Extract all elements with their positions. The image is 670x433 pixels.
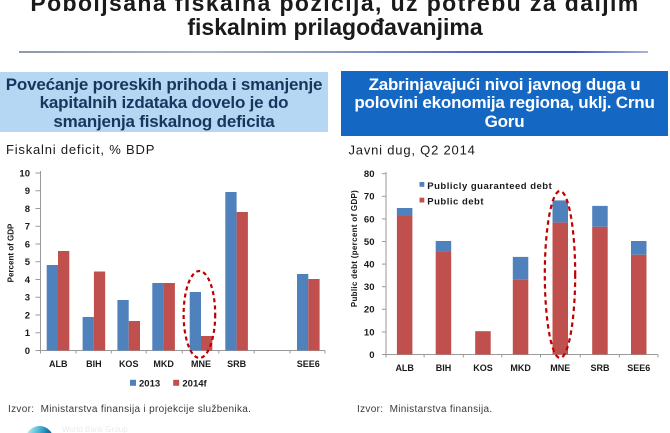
svg-text:Publicly guaranteed debt: Publicly guaranteed debt	[427, 181, 552, 192]
svg-text:3: 3	[25, 293, 30, 304]
svg-text:30: 30	[364, 282, 375, 293]
svg-text:Public debt: Public debt	[427, 196, 484, 207]
svg-text:2013: 2013	[139, 378, 160, 389]
svg-text:2014f: 2014f	[182, 378, 207, 389]
svg-text:SEE6: SEE6	[297, 359, 320, 369]
svg-text:20: 20	[364, 305, 375, 316]
svg-text:10: 10	[19, 168, 30, 179]
svg-text:BIH: BIH	[86, 359, 102, 369]
svg-text:KOS: KOS	[473, 363, 493, 373]
svg-text:Public debt (percent of GDP): Public debt (percent of GDP)	[350, 190, 359, 307]
svg-text:4: 4	[25, 275, 31, 286]
svg-text:ALB: ALB	[49, 359, 68, 369]
svg-text:0: 0	[369, 350, 374, 361]
svg-text:50: 50	[364, 237, 375, 248]
svg-text:ALB: ALB	[395, 363, 414, 373]
svg-text:6: 6	[25, 239, 30, 250]
svg-text:10: 10	[364, 327, 375, 338]
svg-text:70: 70	[364, 192, 375, 203]
svg-text:7: 7	[25, 222, 30, 233]
svg-text:KOS: KOS	[119, 359, 139, 369]
svg-text:SRB: SRB	[227, 359, 247, 369]
svg-text:2: 2	[25, 310, 30, 321]
svg-text:9: 9	[25, 186, 30, 197]
svg-text:8: 8	[25, 204, 30, 215]
svg-text:40: 40	[364, 260, 375, 271]
svg-text:MKD: MKD	[153, 359, 174, 369]
svg-text:SRB: SRB	[590, 363, 610, 373]
svg-text:80: 80	[364, 169, 375, 180]
svg-text:MNE: MNE	[191, 359, 211, 369]
svg-text:Percent of GDP: Percent of GDP	[7, 223, 16, 282]
svg-text:World Bank Group: World Bank Group	[62, 425, 128, 433]
svg-text:Fiskalni deficit, % BDP: Fiskalni deficit, % BDP	[6, 142, 155, 157]
svg-text:0: 0	[25, 346, 30, 357]
svg-text:BIH: BIH	[436, 363, 452, 373]
svg-text:MKD: MKD	[510, 363, 531, 373]
svg-text:MNE: MNE	[550, 363, 570, 373]
svg-text:60: 60	[364, 214, 375, 225]
svg-text:Javni dug, Q2 2014: Javni dug, Q2 2014	[349, 143, 476, 158]
svg-text:5: 5	[25, 257, 31, 268]
svg-text:SEE6: SEE6	[627, 363, 650, 373]
svg-text:1: 1	[25, 328, 31, 339]
